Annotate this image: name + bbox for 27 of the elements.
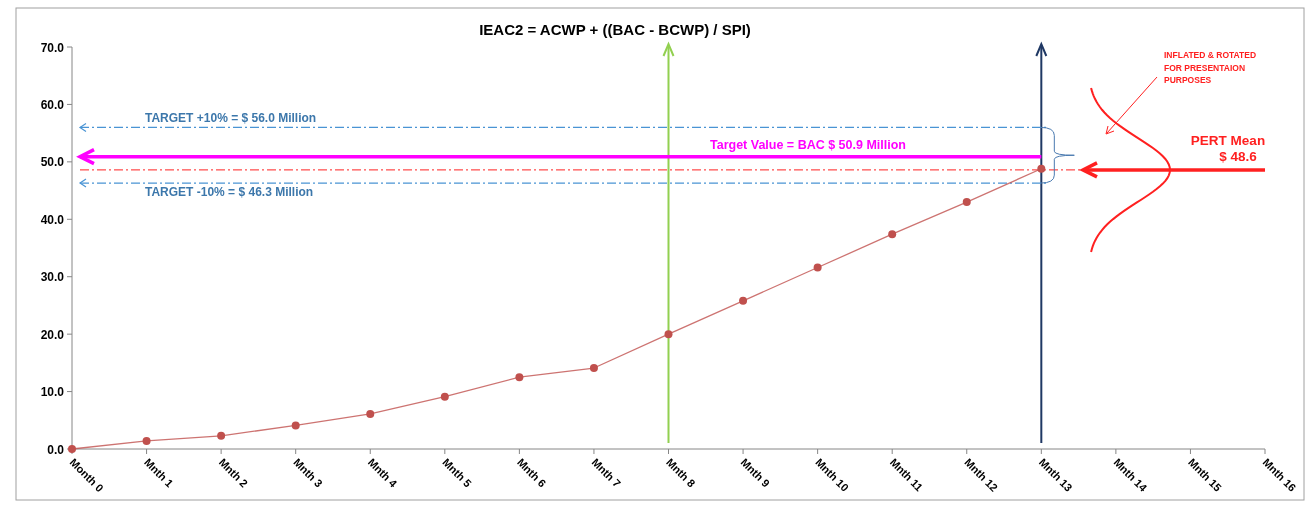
point — [1037, 164, 1046, 173]
point — [515, 373, 524, 382]
chart-title: IEAC2 = ACWP + ((BAC - BCWP) / SPI) — [479, 21, 751, 38]
y-tick-label: 30.0 — [40, 270, 65, 285]
point — [962, 198, 971, 207]
ref-line-label: Target Value = BAC $ 50.9 Million — [709, 137, 907, 152]
point — [291, 421, 300, 430]
y-tick-label: 0.0 — [47, 442, 65, 457]
point — [664, 330, 673, 339]
point — [366, 409, 375, 418]
annotation: INFLATED & ROTATED FOR PRESENTAION PURPOSES — [1164, 50, 1257, 85]
ref-line-label: TARGET -10% = $ 46.3 Million — [145, 185, 314, 200]
point — [739, 296, 748, 305]
point — [217, 431, 226, 440]
y-tick-label: 10.0 — [40, 385, 65, 400]
y-tick-label: 40.0 — [40, 212, 65, 227]
y-tick-label: 70.0 — [40, 40, 65, 55]
point — [440, 392, 449, 401]
point — [813, 263, 822, 272]
ref-line-label: TARGET +10% = $ 56.0 Million — [145, 111, 317, 126]
point — [142, 436, 151, 445]
y-tick-label: 20.0 — [40, 327, 65, 342]
y-tick-label: 60.0 — [40, 97, 65, 112]
point — [589, 364, 598, 373]
ref-line-label: PERT Mean $ 48.6 — [1190, 132, 1266, 164]
point — [888, 230, 897, 239]
y-tick-label: 50.0 — [40, 155, 65, 170]
